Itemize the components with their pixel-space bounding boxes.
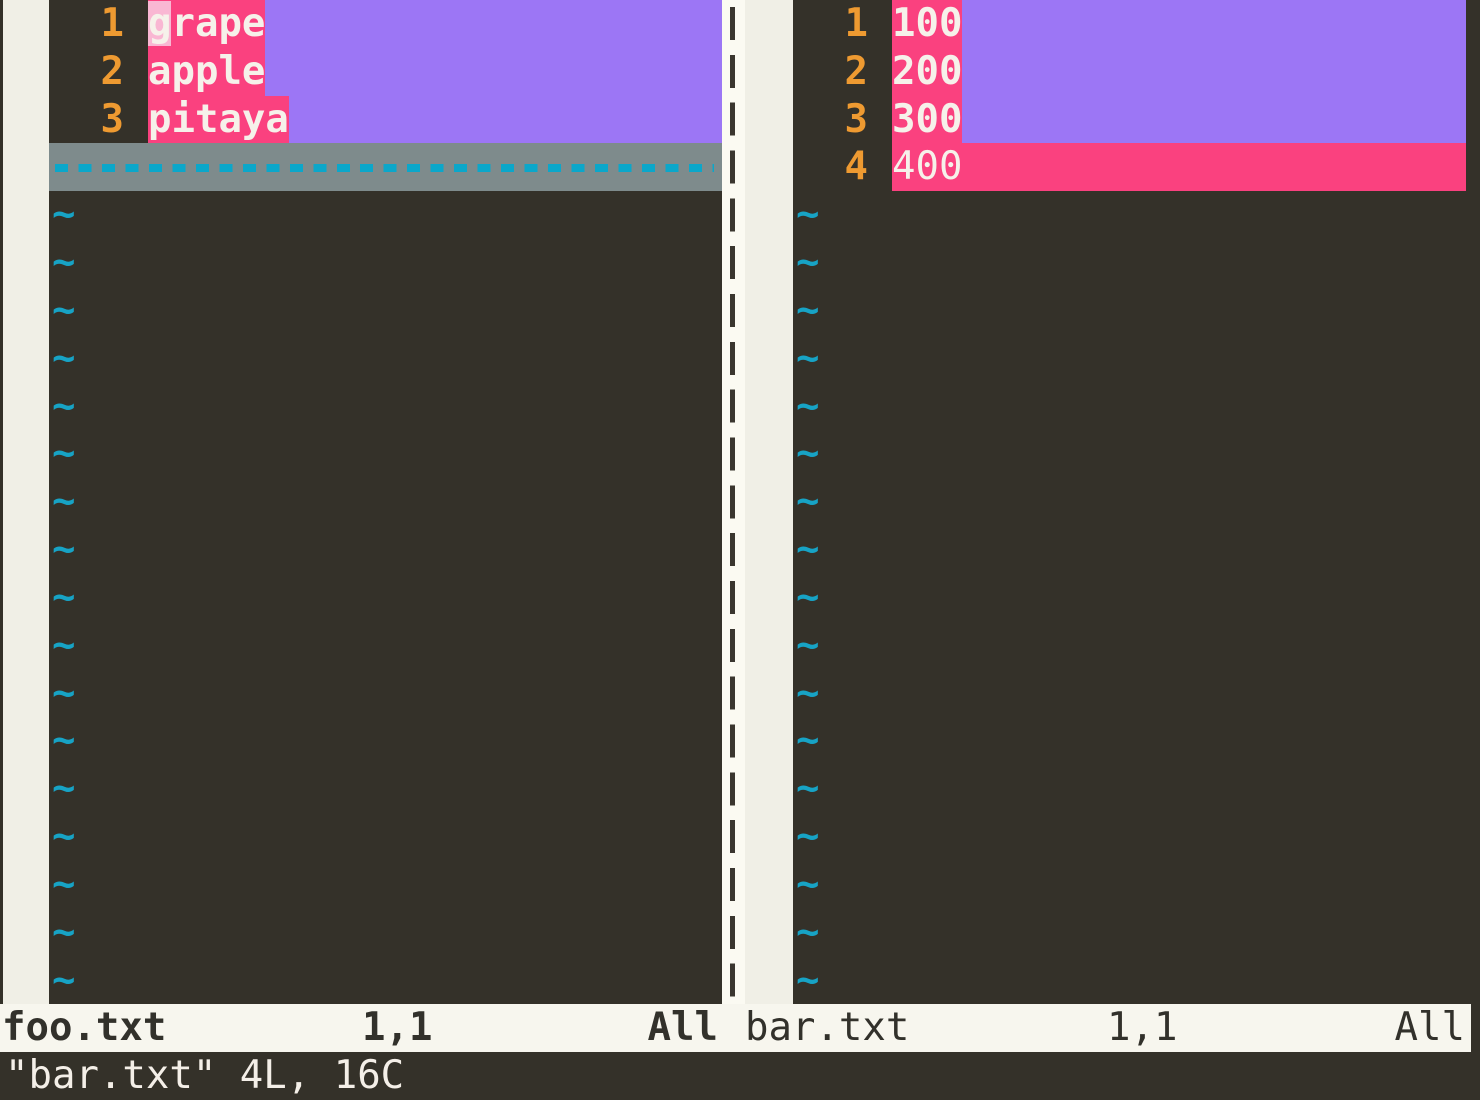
empty-line-tilde: ~: [796, 718, 820, 764]
deleted-line-dashes: [55, 164, 714, 173]
empty-line-tilde: ~: [52, 766, 76, 812]
empty-line-tilde: ~: [796, 861, 820, 907]
empty-line-tilde: ~: [796, 670, 820, 716]
statusline-left-scroll: All: [647, 1005, 718, 1050]
empty-line-tilde: ~: [796, 431, 820, 477]
empty-line-tilde: ~: [52, 861, 76, 907]
fold-column-left: [3, 0, 49, 1004]
buffer-line[interactable]: 4 400: [793, 143, 1466, 192]
buffer-line[interactable]: 1 100: [793, 0, 1466, 48]
empty-line-tilde: ~: [796, 814, 820, 860]
buffer-line[interactable]: 2 apple: [49, 47, 722, 96]
empty-line-tilde: ~: [796, 957, 820, 1003]
diff-fill: [962, 47, 1466, 96]
command-line-message: "bar.txt" 4L, 16C: [5, 1053, 405, 1098]
line-number: 4: [844, 144, 868, 190]
line-text: 400: [892, 143, 963, 192]
buffer-line[interactable]: 3 300: [793, 95, 1466, 144]
empty-line-tilde: ~: [52, 240, 76, 286]
statusline-right-ruler: 1,1: [1107, 1005, 1178, 1050]
empty-line-tilde: ~: [52, 527, 76, 573]
empty-line-tilde: ~: [796, 192, 820, 238]
line-text: 300: [892, 95, 963, 144]
buffer-line[interactable]: 3 pitaya: [49, 95, 722, 144]
line-number: 3: [100, 96, 124, 142]
diff-fill: [962, 143, 1466, 192]
empty-line-tilde: ~: [796, 909, 820, 955]
line-text: 200: [892, 47, 963, 96]
buffer-pane-bar[interactable]: 1 100 2 200 3 300 4 400 ~ ~ ~ ~ ~ ~ ~ ~ ~ ~ ~ ~ ~ ~ ~ ~ ~: [793, 0, 1466, 1004]
line-number: 2: [844, 48, 868, 94]
diff-deleted-filler-line: [49, 143, 722, 192]
empty-line-tilde: ~: [796, 766, 820, 812]
empty-line-tilde: ~: [52, 909, 76, 955]
buffer-pane-foo[interactable]: 1 grape 2 apple 3 pitaya ~ ~ ~ ~ ~ ~ ~ ~ ~ ~ ~ ~ ~ ~ ~ ~ ~: [49, 0, 722, 1004]
diff-fill: [265, 0, 722, 48]
empty-line-tilde: ~: [796, 527, 820, 573]
statusline-left-filename: foo.txt: [2, 1005, 167, 1050]
statusline[interactable]: foo.txt 1,1 All bar.txt 1,1 All: [0, 1004, 1471, 1052]
empty-line-tilde: ~: [52, 335, 76, 381]
empty-line-tilde: ~: [52, 192, 76, 238]
empty-line-tilde: ~: [796, 574, 820, 620]
empty-line-tilde: ~: [796, 622, 820, 668]
empty-line-tilde: ~: [52, 622, 76, 668]
diff-fill: [962, 95, 1466, 144]
line-text: apple: [148, 47, 266, 96]
empty-line-tilde: ~: [796, 240, 820, 286]
line-text: grape: [148, 0, 266, 48]
buffer-line[interactable]: 2 200: [793, 47, 1466, 96]
statusline-left-ruler: 1,1: [362, 1005, 433, 1050]
line-text: pitaya: [148, 95, 289, 144]
empty-line-tilde: ~: [52, 287, 76, 333]
statusline-right-filename: bar.txt: [745, 1005, 910, 1050]
empty-line-tilde: ~: [52, 383, 76, 429]
empty-line-tilde: ~: [52, 718, 76, 764]
empty-line-tilde: ~: [52, 814, 76, 860]
empty-line-tilde: ~: [52, 670, 76, 716]
cursor-block: g: [148, 1, 172, 46]
diff-fill: [265, 47, 722, 96]
line-number: 1: [844, 1, 868, 46]
empty-line-tilde: ~: [796, 287, 820, 333]
line-number: 3: [844, 96, 868, 142]
vertical-split-separator[interactable]: [722, 0, 745, 1004]
statusline-right-scroll: All: [1394, 1005, 1465, 1050]
empty-line-tilde: ~: [52, 479, 76, 525]
empty-line-tilde: ~: [796, 479, 820, 525]
empty-line-tilde: ~: [796, 383, 820, 429]
empty-line-tilde: ~: [52, 574, 76, 620]
separator-bar-glyphs: [730, 0, 735, 1004]
line-number: 2: [100, 48, 124, 94]
line-number: 1: [100, 1, 124, 46]
diff-fill: [962, 0, 1466, 48]
diff-fill: [288, 95, 722, 144]
buffer-line[interactable]: 1 grape: [49, 0, 722, 48]
empty-line-tilde: ~: [796, 335, 820, 381]
line-text: 100: [892, 0, 963, 48]
empty-line-tilde: ~: [52, 431, 76, 477]
empty-line-tilde: ~: [52, 957, 76, 1003]
fold-column-right: [745, 0, 793, 1004]
